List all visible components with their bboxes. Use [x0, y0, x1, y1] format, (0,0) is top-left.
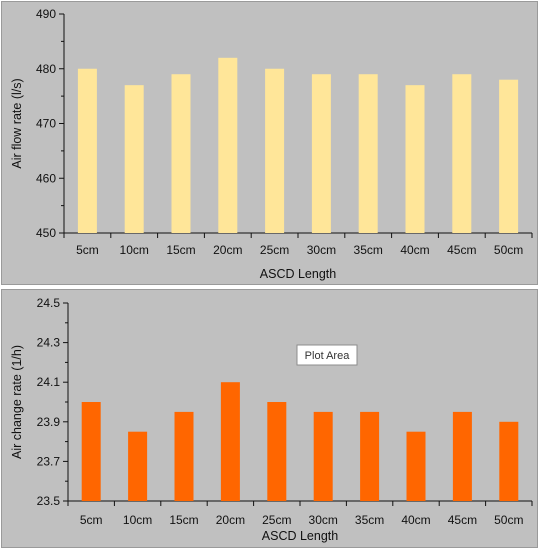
- bar: [267, 402, 287, 501]
- x-tick-label: 45cm: [447, 243, 476, 257]
- y-tick-label: 490: [36, 7, 56, 21]
- x-tick-label: 25cm: [260, 243, 289, 257]
- x-tick-label: 5cm: [76, 243, 99, 257]
- bar: [218, 57, 238, 233]
- bar: [265, 68, 285, 233]
- bar: [311, 74, 331, 233]
- bar: [358, 74, 378, 233]
- bar: [405, 85, 425, 233]
- x-tick-label: 20cm: [216, 513, 245, 527]
- bar: [171, 74, 191, 233]
- y-tick-label: 23.5: [37, 494, 61, 508]
- x-tick-label: 40cm: [400, 243, 429, 257]
- air-change-chart-svg: 23.5 23.7 23.9 24.1 24.3 24.5 5cm 10cm 15cm 20cm 2…: [10, 296, 533, 543]
- x-axis-title: ASCD Length: [262, 529, 338, 543]
- x-tick-label: 10cm: [120, 243, 149, 257]
- air-change-chart: 23.5 23.7 23.9 24.1 24.3 24.5 5cm 10cm 15cm 20cm 2…: [1, 289, 538, 548]
- bar: [499, 79, 519, 233]
- bar: [81, 402, 101, 501]
- y-tick-label: 23.7: [37, 454, 61, 468]
- bar: [499, 421, 519, 501]
- x-tick-label: 35cm: [355, 513, 384, 527]
- bar: [406, 431, 426, 501]
- bar: [313, 411, 333, 501]
- x-tick-label: 30cm: [307, 243, 336, 257]
- x-tick-label: 10cm: [123, 513, 152, 527]
- bar: [220, 382, 240, 501]
- y-tick-label: 24.5: [37, 296, 61, 310]
- y-tick-label: 24.3: [37, 336, 61, 350]
- bar: [77, 68, 97, 233]
- y-tick-label: 480: [36, 62, 56, 76]
- bar: [124, 85, 144, 233]
- bar: [174, 411, 194, 501]
- bar: [128, 431, 148, 501]
- y-tick-label: 460: [36, 171, 56, 185]
- x-tick-label: 15cm: [166, 243, 195, 257]
- x-tick-label: 15cm: [169, 513, 198, 527]
- x-tick-label: 50cm: [494, 243, 523, 257]
- bar: [360, 411, 380, 501]
- bar: [452, 411, 472, 501]
- x-tick-label: 25cm: [262, 513, 291, 527]
- y-tick-label: 23.9: [37, 415, 61, 429]
- y-axis-title: Air change rate (1/h): [10, 345, 24, 459]
- x-tick-label: 20cm: [213, 243, 242, 257]
- y-axis-title: Air flow rate (l/s): [10, 78, 24, 168]
- x-tick-label: 40cm: [401, 513, 430, 527]
- y-tick-label: 450: [36, 226, 56, 240]
- x-tick-label: 45cm: [448, 513, 477, 527]
- x-tick-label: 5cm: [80, 513, 103, 527]
- plot-area-tooltip-label: Plot Area: [305, 350, 351, 362]
- air-flow-chart-svg: 450 460 470 480 490 5cm 10cm 15cm 20cm 25cm 30cm 35…: [10, 7, 533, 281]
- y-tick-label: 24.1: [37, 375, 61, 389]
- air-flow-chart: 450 460 470 480 490 5cm 10cm 15cm 20cm 25cm 30cm 35…: [1, 1, 538, 285]
- x-axis-title: ASCD Length: [260, 267, 336, 281]
- x-tick-label: 50cm: [494, 513, 523, 527]
- plot-area-tooltip: [296, 344, 358, 366]
- y-tick-label: 470: [36, 117, 56, 131]
- x-tick-label: 30cm: [309, 513, 338, 527]
- bar: [452, 74, 472, 233]
- x-tick-label: 35cm: [354, 243, 383, 257]
